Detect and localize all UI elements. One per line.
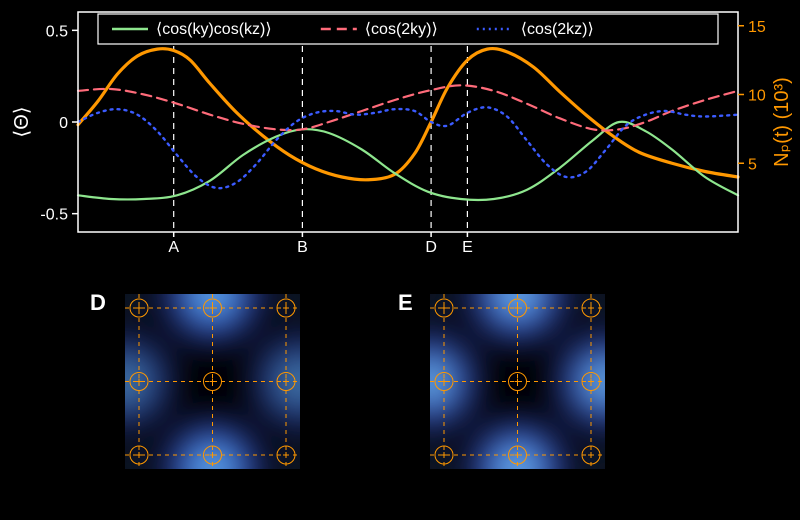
figure-root: -0.5 0 0.5 5 10 15 ⟨Θ⟩ Nₚ(t) (10³) A B D E ⟨cos(ky)c… (0, 0, 800, 520)
svg-text:15: 15 (748, 19, 766, 36)
svg-text:D: D (425, 239, 437, 256)
panels-container: D E (0, 290, 800, 520)
chart-container: -0.5 0 0.5 5 10 15 ⟨Θ⟩ Nₚ(t) (10³) A B D E ⟨cos(ky)c… (0, 0, 800, 280)
svg-text:⟨cos(2kz)⟩: ⟨cos(2kz)⟩ (521, 21, 594, 38)
svg-text:Nₚ(t) (10³): Nₚ(t) (10³) (771, 77, 793, 167)
line-chart: -0.5 0 0.5 5 10 15 ⟨Θ⟩ Nₚ(t) (10³) A B D E ⟨cos(ky)c… (0, 0, 800, 280)
svg-text:E: E (462, 239, 473, 256)
panel-label-e: E (398, 290, 413, 316)
density-panels (0, 290, 800, 510)
svg-text:10: 10 (748, 88, 766, 105)
svg-text:5: 5 (748, 156, 757, 173)
svg-text:⟨cos(2ky)⟩: ⟨cos(2ky)⟩ (365, 21, 438, 38)
svg-text:A: A (168, 239, 179, 256)
svg-text:-0.5: -0.5 (40, 207, 68, 224)
svg-text:⟨Θ⟩: ⟨Θ⟩ (11, 106, 33, 137)
svg-text:0.5: 0.5 (46, 23, 68, 40)
svg-text:B: B (297, 239, 308, 256)
svg-text:0: 0 (59, 115, 68, 132)
svg-text:⟨cos(ky)cos(kz)⟩: ⟨cos(ky)cos(kz)⟩ (156, 21, 272, 38)
panel-label-d: D (90, 290, 106, 316)
